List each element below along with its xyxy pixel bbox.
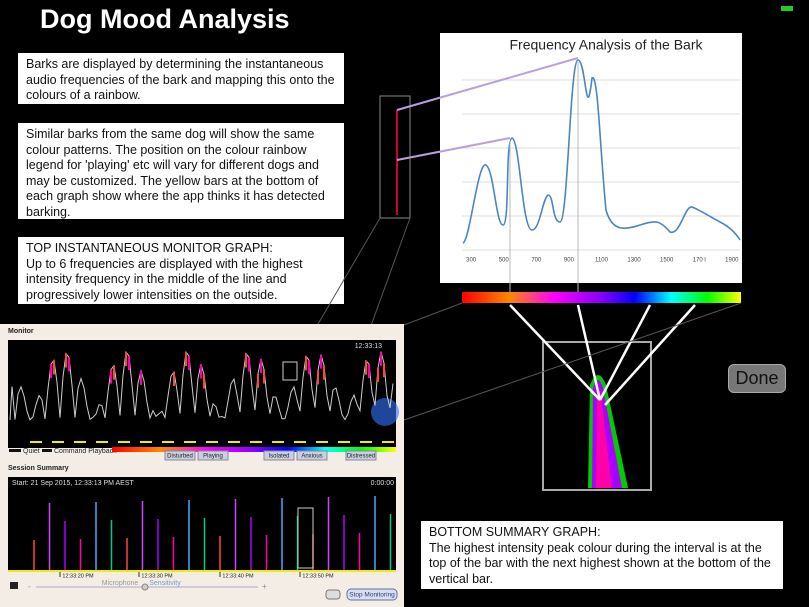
time-tick-label: 12:33:40 PM	[222, 573, 254, 579]
slider-knob[interactable]	[141, 583, 149, 591]
mood-tag	[345, 450, 377, 461]
section-label: Session Summary	[8, 465, 69, 472]
stop-button[interactable]	[346, 588, 398, 601]
mood-tag	[197, 450, 229, 461]
rainbow-legend	[462, 292, 741, 303]
legend-swatch	[9, 449, 21, 452]
plus: +	[262, 582, 267, 591]
bottom-note: BOTTOM SUMMARY GRAPH: The highest intens…	[421, 521, 783, 589]
freq-title: Frequency Analysis of the Bark	[510, 37, 704, 53]
bark-marker	[96, 441, 108, 443]
pointer	[396, 137, 511, 161]
bark-marker	[30, 441, 42, 443]
start-label: Start: 21 Sep 2015, 12:33:13 PM AEST	[12, 480, 135, 487]
x-tick-label: 1300	[627, 258, 641, 264]
x-tick-label: 1500	[660, 258, 674, 264]
status-mark	[781, 6, 793, 11]
bark-marker	[382, 441, 394, 443]
section-label: Monitor	[8, 328, 34, 335]
small-button[interactable]	[325, 589, 341, 600]
x-tick-label: 700	[531, 258, 542, 264]
zoom-source	[379, 95, 411, 219]
glow	[371, 398, 399, 426]
freq-curve	[462, 59, 741, 244]
x-tick-label: 1900	[725, 258, 739, 264]
mood-label: Playing	[203, 454, 223, 460]
mood-label: Disturbed	[167, 454, 193, 460]
zoom-bark	[596, 390, 612, 488]
summary-graph	[8, 477, 396, 572]
sensitivity-label: Sensitivity	[149, 580, 181, 587]
x-tick-label: 170 l	[693, 258, 706, 264]
mood-label: Anxious	[301, 454, 322, 460]
freq-panel	[440, 33, 742, 283]
bark-marker	[74, 441, 86, 443]
x-tick-label: 900	[564, 258, 575, 264]
note: Barks are displayed by determining the i…	[18, 53, 344, 104]
legend-label: Command Playback	[54, 448, 117, 455]
minus: -	[28, 582, 31, 591]
mood-label: Distressed	[347, 454, 375, 460]
mood-tag	[296, 450, 328, 461]
bark-marker	[140, 441, 152, 443]
legend-label: Quiet	[23, 448, 40, 455]
zoom-frame	[297, 507, 314, 569]
bark-marker	[338, 441, 350, 443]
pointer	[396, 57, 579, 111]
time-tick-label: 12:33:30 PM	[141, 573, 173, 579]
elapsed-label: 0:00:00	[371, 480, 394, 487]
mood-tag	[164, 450, 196, 461]
lock-icon	[10, 582, 18, 589]
mood-rainbow	[112, 447, 396, 452]
bark-marker	[294, 441, 306, 443]
time-tick-label: 12:33:50 PM	[302, 573, 334, 579]
bark-marker	[162, 441, 174, 443]
bark-marker	[184, 441, 196, 443]
note: Similar barks from the same dog will sho…	[18, 123, 344, 219]
bark-marker	[52, 441, 64, 443]
done-button[interactable]: Done	[728, 364, 786, 393]
note-text: The highest intensity peak colour during…	[429, 540, 771, 586]
microphone-label: Microphone	[102, 580, 139, 587]
x-tick-label: 500	[499, 258, 510, 264]
zoom-frame	[282, 361, 298, 381]
bark-marker	[118, 441, 130, 443]
page-title: Dog Mood Analysis	[40, 4, 290, 34]
x-tick-label: 1100	[595, 258, 609, 264]
mood-tag	[263, 450, 295, 461]
bark-marker	[206, 441, 218, 443]
note-heading: BOTTOM SUMMARY GRAPH:	[429, 525, 601, 539]
x-tick-label: 300	[466, 258, 477, 264]
mood-label: Isolated	[268, 454, 289, 460]
bark-marker	[272, 441, 284, 443]
bark-strip	[8, 570, 396, 572]
note: TOP INSTANTANEOUS MONITOR GRAPH: Up to 6…	[18, 237, 344, 304]
bark-marker	[360, 441, 372, 443]
time-tick-label: 12:33:20 PM	[62, 573, 94, 579]
time-label: 12:33:13	[355, 343, 382, 350]
bark-marker	[228, 441, 240, 443]
bark-marker	[316, 441, 328, 443]
stop-label: Stop Monitoring	[349, 592, 395, 599]
bark-marker	[250, 441, 262, 443]
legend-swatch	[42, 449, 52, 452]
